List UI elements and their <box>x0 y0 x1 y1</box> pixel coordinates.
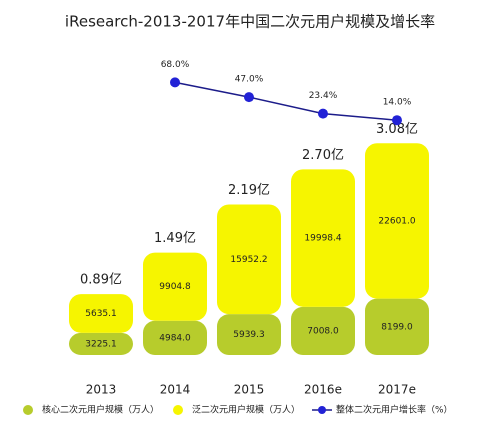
chart-title: iResearch-2013-2017年中国二次元用户规模及增长率 <box>65 13 435 31</box>
x-tick-label: 2017e <box>378 383 416 397</box>
total-label: 2.19亿 <box>228 183 270 198</box>
legend-marker <box>318 406 326 414</box>
growth-line <box>174 81 398 121</box>
growth-label: 68.0% <box>161 60 190 70</box>
bar-segment <box>143 320 207 355</box>
legend-label: 整体二次元用户增长率（%） <box>336 404 453 416</box>
bar-segment <box>143 252 207 321</box>
value-label: 8199.0 <box>381 322 413 332</box>
value-label: 7008.0 <box>307 326 339 336</box>
growth-label: 14.0% <box>383 98 412 108</box>
bar-segment <box>69 332 133 355</box>
bar-segment <box>291 306 355 355</box>
growth-point <box>244 92 254 103</box>
bar-segment <box>217 204 281 315</box>
growth-point <box>170 77 180 88</box>
value-label: 15952.2 <box>230 255 267 265</box>
bar-segment <box>69 294 133 333</box>
x-tick-label: 2014 <box>160 383 191 397</box>
x-tick-label: 2013 <box>86 383 117 397</box>
bar-segment <box>291 169 355 307</box>
value-label: 3225.1 <box>85 339 117 349</box>
total-label: 0.89亿 <box>80 273 122 288</box>
growth-point <box>318 108 328 119</box>
legend-marker <box>23 405 33 415</box>
legend-label: 核心二次元用户规模（万人） <box>42 404 159 416</box>
bar-segment <box>217 314 281 355</box>
legend-marker <box>173 405 183 415</box>
total-label: 3.08亿 <box>376 122 418 137</box>
total-label: 2.70亿 <box>302 148 344 163</box>
legend-label: 泛二次元用户规模（万人） <box>192 404 300 416</box>
bar-segment <box>365 298 429 355</box>
value-label: 19998.4 <box>304 234 341 244</box>
growth-point <box>392 115 402 126</box>
x-tick-label: 2016e <box>304 383 342 397</box>
value-label: 9904.8 <box>159 282 191 292</box>
growth-label: 47.0% <box>235 75 264 85</box>
growth-label: 23.4% <box>309 91 338 101</box>
value-label: 22601.0 <box>378 216 415 226</box>
value-label: 5635.1 <box>85 309 117 319</box>
value-label: 5939.3 <box>233 330 265 340</box>
total-label: 1.49亿 <box>154 231 196 246</box>
value-label: 4984.0 <box>159 333 191 343</box>
bar-segment <box>365 143 429 299</box>
x-tick-label: 2015 <box>234 383 265 397</box>
